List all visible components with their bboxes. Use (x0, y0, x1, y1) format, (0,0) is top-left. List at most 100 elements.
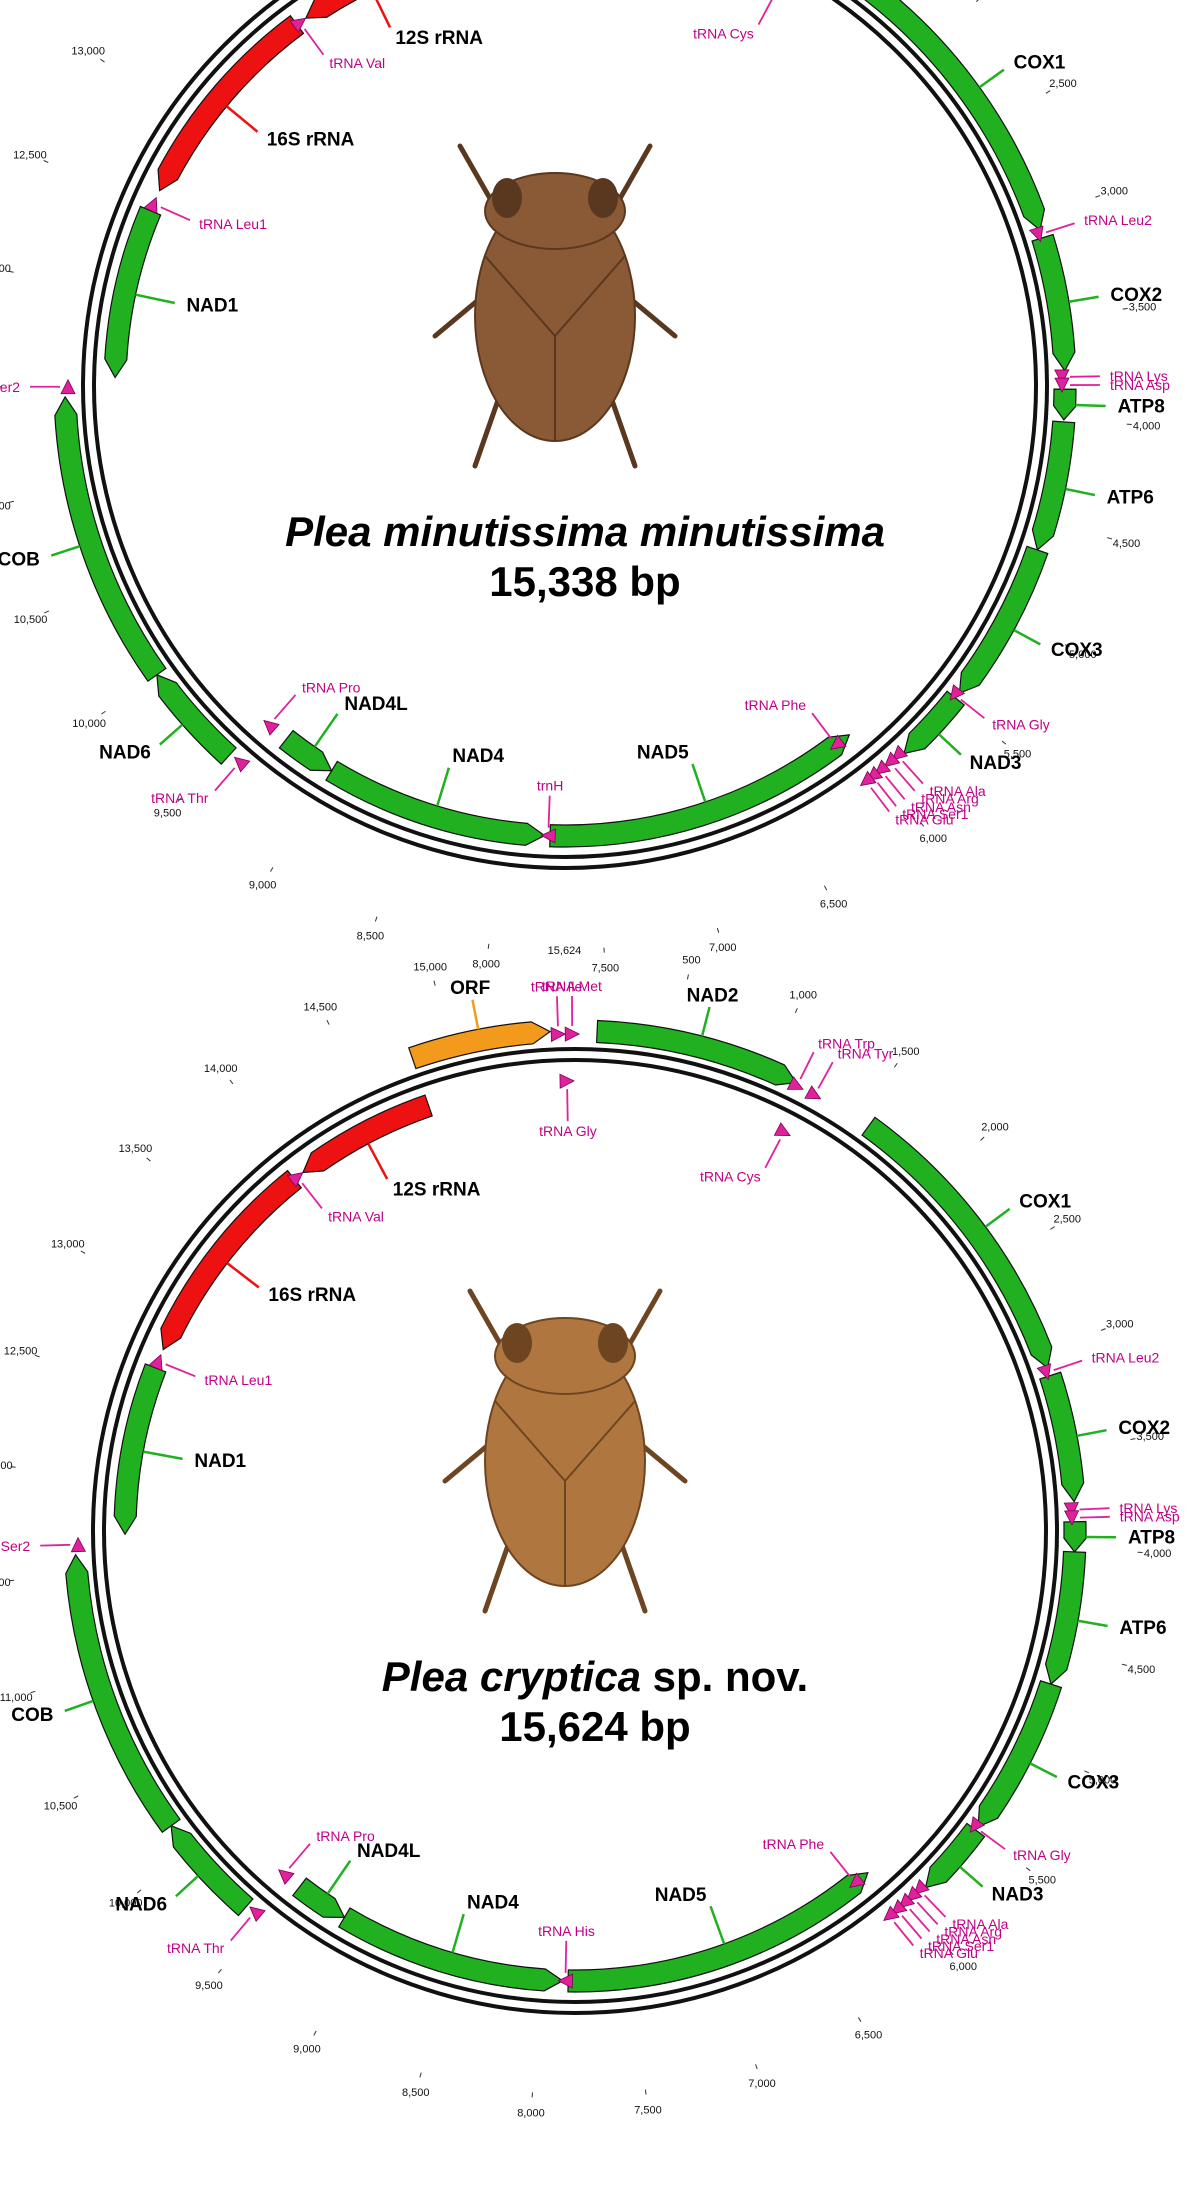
feature-nad6 (170, 1824, 254, 1917)
feature-label-atp8: ATP8 (1118, 396, 1165, 417)
tick-mark (976, 0, 979, 2)
trna-label-trnh: trnH (537, 778, 563, 794)
insect-eye (588, 178, 618, 218)
trna-label-trna-leu2: tRNA Leu2 (1084, 212, 1152, 228)
feature-leader-line (159, 723, 184, 746)
tick-label: 10,000 (72, 718, 106, 730)
backbone-outer-circle (81, 0, 1049, 870)
trna-marker (1054, 369, 1070, 385)
tick-label: 8,000 (517, 2107, 545, 2119)
species-name-italic: Plea minutissima minutissima (285, 508, 885, 555)
trna-leader-line (884, 775, 906, 800)
trna-label-trna-glu: tRNA Glu (920, 1945, 978, 1961)
trna-marker (550, 1026, 567, 1043)
tick-label: 9,000 (293, 2044, 321, 2056)
trna-leader-line (817, 1061, 834, 1089)
trna-marker (564, 1026, 581, 1042)
tick-label: 5,000 (1069, 649, 1097, 661)
tick-label: 2,500 (1053, 1214, 1081, 1226)
trna-label-trna-gly: tRNA Gly (539, 1123, 597, 1139)
feature-label-atp6: ATP6 (1119, 1618, 1166, 1639)
backbone-inner-circle (92, 0, 1038, 859)
tick-mark (269, 867, 274, 872)
tick-mark (858, 2017, 862, 2023)
tick-mark (893, 1062, 898, 1068)
tick-mark (1095, 195, 1101, 198)
trna-leader-line (547, 795, 551, 828)
trna-leader-line (811, 712, 833, 740)
trna-label-trna-pro: tRNA Pro (316, 1828, 375, 1844)
tick-mark (34, 1354, 40, 1358)
feature-leader-line (1077, 1619, 1108, 1628)
tick-label: 1,000 (789, 990, 817, 1002)
insect-photo (442, 1288, 688, 1614)
trna-leader-line (799, 1051, 815, 1080)
tick-mark (433, 980, 436, 986)
trna-marker (786, 1076, 804, 1090)
tick-label: 7,000 (748, 2078, 776, 2090)
tick-mark (980, 1136, 985, 1141)
tick-label: 15,000 (413, 961, 447, 973)
species-name-italic: Plea cryptica (382, 1653, 641, 1700)
tick-label: 3,500 (1136, 1431, 1164, 1443)
feature-leader-line (367, 1143, 389, 1180)
feature-leader-line (1076, 1428, 1107, 1438)
trna-label-trna-asn: tRNA Asn (911, 799, 971, 815)
feature-leader-line (64, 1699, 94, 1713)
tick-mark (1050, 1226, 1055, 1230)
tick-mark (374, 916, 378, 922)
tick-label: 12,000 (0, 263, 11, 275)
trna-leader-line (894, 767, 916, 792)
tick-mark (1130, 1438, 1136, 1440)
feature-cox1 (861, 1116, 1053, 1370)
feature-leader-line (691, 763, 707, 803)
tick-label: 4,000 (1144, 1548, 1172, 1560)
feature-12s-rrna (302, 1094, 433, 1174)
tick-label: 13,000 (71, 46, 105, 58)
trna-leader-line (40, 1543, 71, 1547)
trna-label-trna-leu1: tRNA Leu1 (205, 1372, 273, 1388)
trna-label-trna-ile: tRNA Ile (531, 978, 583, 994)
trna-label-trna-phe: tRNA Phe (763, 1836, 825, 1852)
tick-label: 6,500 (820, 898, 848, 910)
trna-marker (557, 1973, 573, 1989)
backbone-outer-circle (91, 1047, 1059, 2015)
trna-label-trna-ser1: tRNA Ser1 (928, 1938, 994, 1954)
tick-mark (101, 710, 106, 715)
trna-marker (890, 1899, 908, 1915)
trna-label-trna-leu2: tRNA Leu2 (1092, 1349, 1160, 1365)
tick-label: 12,500 (4, 1346, 38, 1358)
tick-label: 500 (682, 955, 700, 967)
tick-label: 5,500 (1004, 749, 1032, 761)
trna-marker (849, 1872, 866, 1888)
feature-label-cox2: COX2 (1118, 1418, 1170, 1439)
trna-label-trna-his: tRNA His (538, 1923, 595, 1939)
tick-label: 4,500 (1113, 538, 1141, 550)
trna-marker (559, 1073, 575, 1089)
trna-marker (906, 1885, 923, 1902)
tick-mark (644, 2089, 647, 2095)
feature-leader-line (1075, 403, 1106, 408)
trna-leader-line (160, 206, 191, 221)
trna-label-trna-gly: tRNA Gly (992, 716, 1050, 732)
tick-label: 12,500 (13, 150, 47, 162)
trna-marker (278, 1869, 295, 1885)
tick-label: 4,000 (1133, 420, 1161, 432)
feature-cob (65, 1553, 181, 1834)
feature-cob (54, 395, 167, 683)
feature-leader-line (1068, 295, 1099, 303)
trna-label-trna-thr: tRNA Thr (151, 790, 209, 806)
tick-mark (920, 822, 925, 827)
tick-mark (30, 1690, 36, 1694)
trna-leader-line (924, 1894, 947, 1918)
tick-label: 13,000 (51, 1239, 85, 1251)
tick-label: 8,500 (402, 2087, 430, 2099)
trna-label-trna-gly: tRNA Gly (1013, 1847, 1071, 1863)
tick-mark (1064, 644, 1070, 648)
tick-mark (1107, 537, 1113, 540)
feature-nad4 (337, 1907, 564, 1992)
trna-leader-line (1069, 375, 1100, 378)
feature-label-nad3: NAD3 (992, 1885, 1044, 1906)
tick-mark (44, 610, 50, 614)
feature-label-atp6: ATP6 (1107, 487, 1154, 508)
